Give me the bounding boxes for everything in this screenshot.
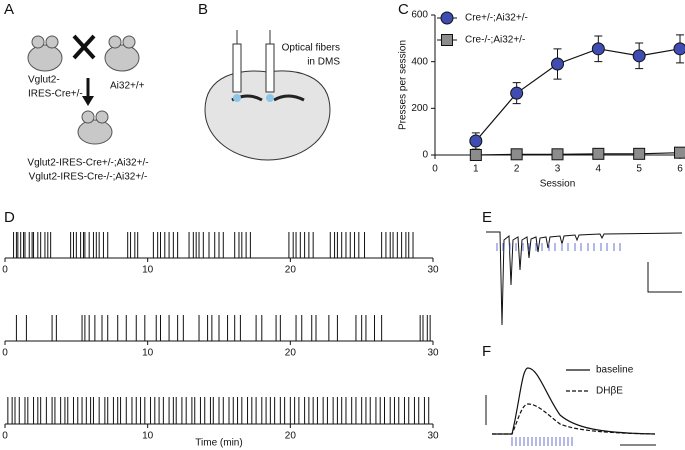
- panel-label: A: [4, 1, 14, 18]
- panel-label: D: [4, 209, 15, 226]
- y-tick-label: 400: [411, 56, 428, 67]
- panel-label: E: [482, 209, 492, 226]
- legend-label: DHβE: [596, 386, 623, 397]
- marker: [674, 146, 685, 159]
- marker: [633, 147, 646, 160]
- x-tick-label: 3: [555, 164, 561, 175]
- light: [266, 94, 274, 102]
- cross: [72, 34, 96, 60]
- panel-label: B: [198, 1, 208, 18]
- legend-label: Cre-/-;Ai32+/-: [465, 35, 525, 46]
- x-tick-label: 0: [2, 265, 8, 276]
- marker: [469, 149, 482, 161]
- y-tick-label: 0: [422, 150, 428, 161]
- strain-label: Vglut2-: [28, 75, 60, 86]
- marker: [592, 147, 605, 160]
- marker: [551, 148, 564, 161]
- x-axis-label: Session: [540, 179, 576, 190]
- x-tick-label: 5: [636, 164, 642, 175]
- annotation: in DMS: [307, 57, 340, 68]
- marker: [673, 42, 685, 56]
- x-tick-label: 4: [596, 164, 602, 175]
- legend-label: Cre+/-;Ai32+/-: [465, 13, 528, 24]
- strain-label: IRES-Cre+/-: [28, 89, 83, 100]
- y-tick-label: 600: [411, 10, 428, 21]
- x-tick-label: 0: [2, 348, 8, 359]
- mouse-icons: [27, 35, 140, 145]
- strain-label: Vglut2-IRES-Cre+/-;Ai32+/-: [27, 158, 148, 169]
- x-tick-label: 6: [677, 164, 683, 175]
- y-tick-label: 200: [411, 103, 428, 114]
- y-axis-label: Presses per session: [398, 40, 409, 130]
- x-tick-label: 1: [473, 164, 479, 175]
- series-line: [475, 152, 681, 156]
- x-tick-label: 10: [142, 348, 154, 359]
- marker: [469, 134, 483, 148]
- trace-f: [485, 367, 656, 446]
- marker: [551, 57, 564, 71]
- strain-label: Ai32+/+: [110, 81, 145, 92]
- x-tick-label: 20: [285, 431, 297, 442]
- marker: [510, 148, 523, 161]
- marker: [510, 86, 524, 100]
- strain-label: Vglut2-IRES-Cre-/-;Ai32+/-: [29, 172, 148, 183]
- panel-label: F: [482, 343, 491, 360]
- legend-label: baseline: [596, 365, 634, 376]
- x-tick-label: 10: [142, 431, 154, 442]
- x-tick-label: 0: [432, 164, 438, 175]
- x-tick-label: 30: [427, 265, 439, 276]
- x-axis-label: Time (min): [195, 438, 242, 449]
- annotation: Optical fibers: [282, 43, 340, 54]
- marker: [632, 49, 646, 63]
- legend-marker: [440, 11, 454, 25]
- trace-e: [486, 231, 683, 326]
- panel-label: C: [398, 1, 409, 18]
- legend-marker: [441, 34, 453, 46]
- x-tick-label: 0: [2, 431, 8, 442]
- x-tick-label: 20: [285, 348, 297, 359]
- series-line: [475, 48, 681, 142]
- marker: [591, 42, 605, 56]
- brain: [204, 70, 331, 161]
- light: [233, 94, 241, 102]
- x-tick-label: 30: [427, 431, 439, 442]
- x-tick-label: 10: [142, 265, 154, 276]
- x-tick-label: 30: [427, 348, 439, 359]
- x-tick-label: 20: [285, 265, 297, 276]
- x-tick-label: 2: [514, 164, 520, 175]
- fibers: [232, 30, 275, 93]
- arrow-head: [82, 96, 94, 106]
